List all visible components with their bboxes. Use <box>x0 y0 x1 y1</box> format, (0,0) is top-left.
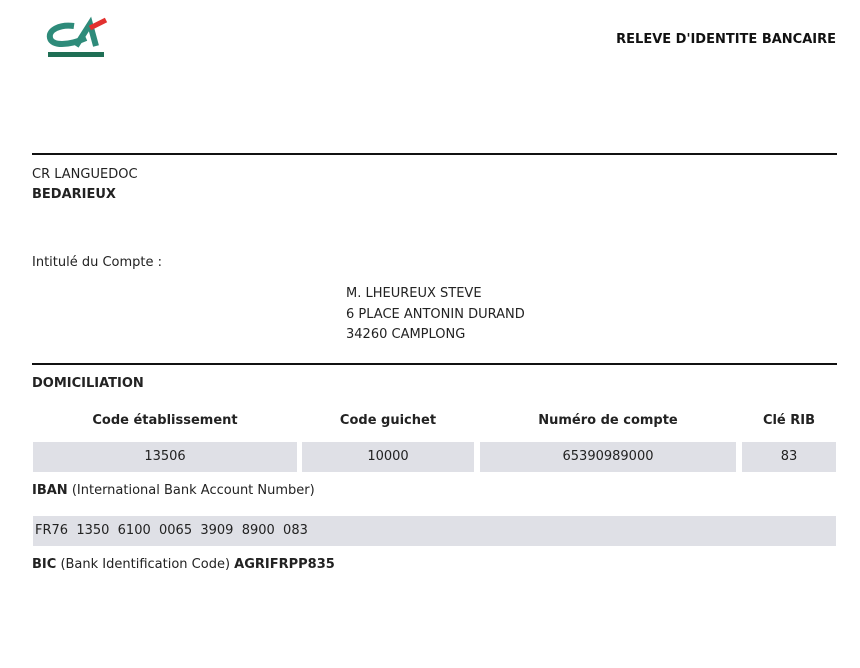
divider <box>32 363 837 365</box>
iban-value: FR76 1350 6100 0065 3909 8900 083 <box>33 516 836 546</box>
holder-city: 34260 CAMPLONG <box>346 327 466 342</box>
divider <box>32 153 837 155</box>
holder-street: 6 PLACE ANTONIN DURAND <box>346 306 525 322</box>
bic-line: BIC (Bank Identification Code) AGRIFRPP8… <box>32 557 335 572</box>
document-title: RELEVE D'IDENTITE BANCAIRE <box>616 32 836 47</box>
code-etablissement-value: 13506 <box>33 442 297 472</box>
header-code-guichet: Code guichet <box>339 413 437 428</box>
holder-name: M. LHEUREUX STEVE <box>346 286 482 301</box>
cle-rib-value: 83 <box>742 442 836 472</box>
header-code-etablissement: Code établissement <box>92 413 238 428</box>
numero-compte-value: 65390989000 <box>480 442 736 472</box>
bic-value: AGRIFRPP835 <box>234 557 335 572</box>
bic-description: (Bank Identification Code) <box>60 557 231 572</box>
account-holder-label: Intitulé du Compte : <box>32 255 163 270</box>
iban-label: IBAN (International Bank Account Number) <box>32 483 315 498</box>
iban-description: (International Bank Account Number) <box>71 483 315 498</box>
iban-title: IBAN <box>32 483 68 498</box>
header-numero-compte: Numéro de compte <box>538 413 678 428</box>
account-holder-address: M. LHEUREUX STEVE 6 PLACE ANTONIN DURAND… <box>346 284 525 346</box>
credit-agricole-logo <box>46 16 110 60</box>
caisse-name: CR LANGUEDOC <box>32 167 138 182</box>
code-guichet-value: 10000 <box>302 442 474 472</box>
header-cle-rib: Clé RIB <box>762 413 816 428</box>
bic-title: BIC <box>32 557 57 572</box>
domiciliation-label: DOMICILIATION <box>32 376 144 391</box>
agence-name: BEDARIEUX <box>32 187 116 202</box>
